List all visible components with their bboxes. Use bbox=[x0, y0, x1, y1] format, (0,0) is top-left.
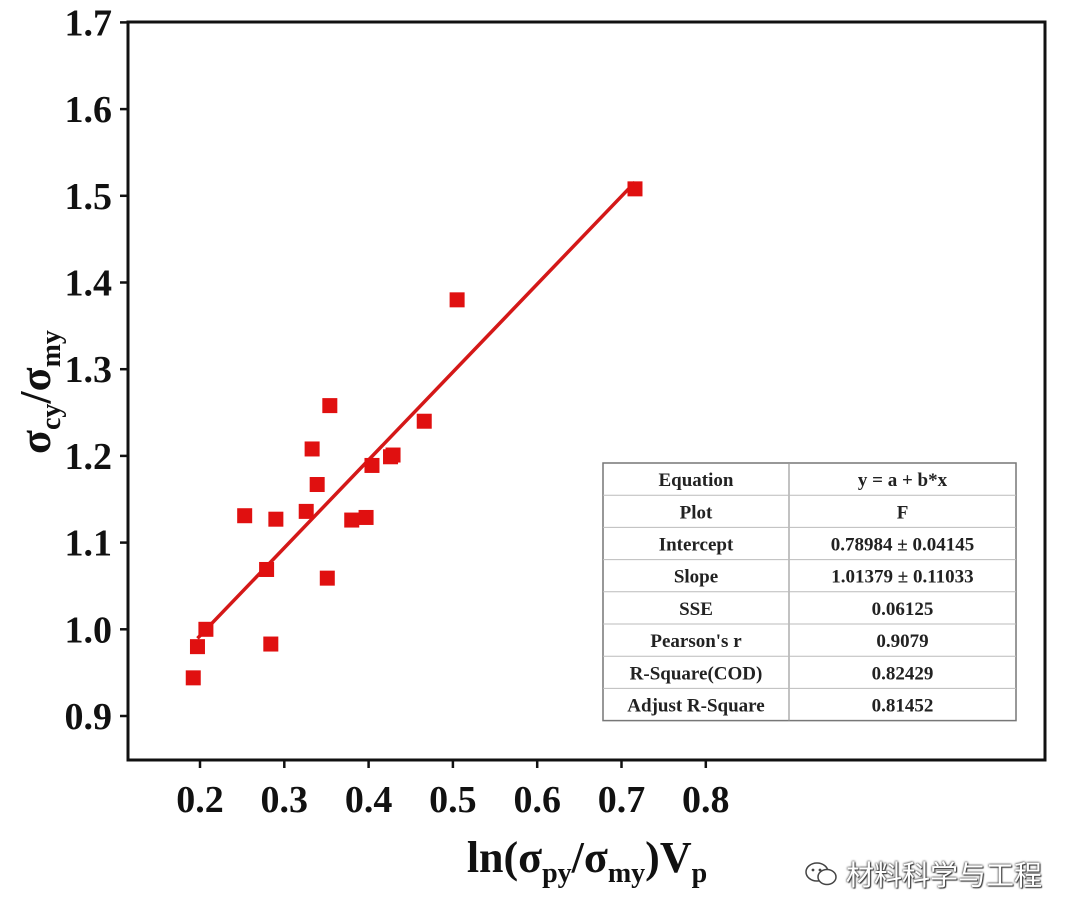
y-title-mid: /σ bbox=[11, 367, 60, 404]
y-tick-label: 1.3 bbox=[65, 349, 113, 391]
y-tick-label: 1.6 bbox=[65, 89, 113, 131]
y-tick-label: 1.2 bbox=[65, 436, 113, 478]
stats-label: Slope bbox=[674, 567, 718, 588]
stats-label: Plot bbox=[680, 502, 713, 523]
y-tick-label: 1.4 bbox=[65, 263, 113, 305]
data-point bbox=[237, 508, 253, 524]
x-axis-ticks: 0.2 0.3 0.4 0.5 0.6 0.7 0.8 bbox=[176, 760, 730, 821]
x-axis-title: ln(σpy/σmy)Vp bbox=[467, 833, 707, 889]
plot-frame bbox=[126, 20, 1047, 762]
x-tick-label: 0.4 bbox=[345, 779, 393, 821]
x-title-tail: )V bbox=[645, 833, 692, 882]
data-point bbox=[627, 181, 643, 197]
data-point bbox=[364, 457, 380, 473]
x-tick-label: 0.3 bbox=[261, 779, 309, 821]
x-title-sub3: p bbox=[692, 858, 708, 889]
data-point bbox=[189, 639, 205, 655]
stats-label: Intercept bbox=[659, 535, 734, 556]
data-point bbox=[259, 561, 275, 577]
stats-value: 0.9079 bbox=[876, 631, 928, 652]
stats-value: 0.81452 bbox=[872, 696, 934, 717]
stats-label: R-Square(COD) bbox=[630, 663, 763, 684]
y-axis-title: σcy/σmy bbox=[11, 330, 67, 454]
data-point bbox=[322, 398, 338, 414]
data-points bbox=[185, 181, 643, 686]
x-tick-label: 0.7 bbox=[598, 779, 646, 821]
x-title-sub1: py bbox=[542, 858, 572, 889]
x-tick-label: 0.2 bbox=[176, 779, 224, 821]
y-title-sub1: cy bbox=[36, 404, 67, 430]
watermark-text: 材料科学与工程 bbox=[845, 859, 1042, 892]
watermark: 材料科学与工程 bbox=[804, 854, 1042, 894]
y-tick-label: 1.5 bbox=[65, 176, 113, 218]
stats-label: SSE bbox=[679, 599, 713, 620]
stats-value: y = a + b*x bbox=[858, 470, 948, 491]
data-point bbox=[298, 503, 314, 519]
data-point bbox=[198, 621, 214, 637]
y-tick-label: 0.9 bbox=[65, 696, 113, 738]
x-title-sub2: my bbox=[608, 858, 645, 889]
data-point bbox=[358, 509, 374, 525]
x-tick-label: 0.8 bbox=[682, 779, 730, 821]
x-tick-label: 0.5 bbox=[429, 779, 477, 821]
stats-value: 1.01379 ± 0.11033 bbox=[831, 567, 973, 588]
data-point bbox=[309, 477, 325, 493]
data-point bbox=[268, 511, 284, 527]
y-axis-ticks: 0.9 1.0 1.1 1.2 1.3 1.4 1.5 1.6 1.7 bbox=[65, 2, 128, 738]
stats-label: Adjust R-Square bbox=[627, 696, 764, 717]
x-title-mid: /σ bbox=[571, 833, 608, 882]
stats-value: 0.06125 bbox=[872, 599, 934, 620]
data-point bbox=[185, 670, 201, 686]
data-point bbox=[385, 447, 401, 463]
y-tick-label: 1.1 bbox=[65, 523, 113, 565]
stats-label: Pearson's r bbox=[650, 631, 742, 652]
stats-label: Equation bbox=[659, 470, 734, 491]
data-point bbox=[263, 636, 279, 652]
x-tick-label: 0.6 bbox=[513, 779, 561, 821]
data-point bbox=[319, 570, 335, 586]
y-title-sub2: my bbox=[36, 330, 67, 367]
stats-value: 0.82429 bbox=[872, 663, 934, 684]
wechat-icon bbox=[805, 862, 837, 886]
stats-table: Equation y = a + b*x Plot F Intercept 0.78984… bbox=[602, 462, 1017, 722]
stats-value: 0.78984 ± 0.04145 bbox=[831, 535, 974, 556]
data-point bbox=[344, 512, 360, 528]
y-tick-label: 1.0 bbox=[65, 609, 113, 651]
data-point bbox=[304, 441, 320, 457]
data-point bbox=[449, 292, 465, 308]
y-title-base: σ bbox=[11, 430, 60, 454]
y-tick-label: 1.7 bbox=[65, 2, 113, 44]
x-title-base: ln(σ bbox=[467, 833, 542, 882]
data-point bbox=[416, 413, 432, 429]
stats-value: F bbox=[897, 502, 909, 523]
